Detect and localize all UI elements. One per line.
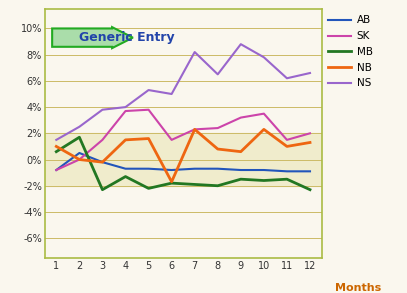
Text: Months: Months [335, 283, 382, 293]
Bar [45, 133, 322, 186]
MB [146, 187, 151, 190]
NS [123, 105, 128, 109]
SK [123, 109, 128, 113]
MB [54, 150, 59, 154]
Line: SK: SK [56, 110, 310, 170]
NB [100, 160, 105, 164]
AB [284, 170, 289, 173]
NB [54, 145, 59, 148]
AB [77, 151, 82, 155]
NS [308, 71, 313, 75]
Line: MB: MB [56, 137, 310, 190]
MB [215, 184, 220, 188]
NB [239, 150, 243, 154]
SK [192, 128, 197, 131]
SK [284, 138, 289, 142]
AB [261, 168, 266, 172]
SK [215, 126, 220, 130]
MB [284, 178, 289, 181]
NS [284, 76, 289, 80]
SK [239, 116, 243, 119]
MB [123, 175, 128, 178]
AB [54, 168, 59, 172]
Line: NB: NB [56, 130, 310, 182]
MB [77, 135, 82, 139]
SK [100, 138, 105, 142]
NS [169, 92, 174, 96]
AB [192, 167, 197, 171]
NB [215, 147, 220, 151]
AB [308, 170, 313, 173]
AB [239, 168, 243, 172]
MB [100, 188, 105, 191]
NS [54, 138, 59, 142]
SK [308, 132, 313, 135]
AB [123, 167, 128, 171]
MB [192, 183, 197, 186]
NS [261, 56, 266, 59]
NB [77, 158, 82, 161]
NB [123, 138, 128, 142]
NS [192, 50, 197, 54]
Line: NS: NS [56, 44, 310, 140]
SK [261, 112, 266, 115]
NB [192, 128, 197, 131]
Text: Generic Entry: Generic Entry [79, 31, 175, 44]
SK [54, 168, 59, 172]
NB [146, 137, 151, 140]
AB [215, 167, 220, 171]
NB [308, 141, 313, 144]
Legend: AB, SK, MB, NB, NS: AB, SK, MB, NB, NS [324, 11, 377, 93]
NS [100, 108, 105, 111]
MB [169, 181, 174, 185]
NB [261, 128, 266, 131]
FancyArrow shape [52, 27, 133, 48]
MB [261, 179, 266, 182]
NS [215, 73, 220, 76]
SK [169, 138, 174, 142]
AB [146, 167, 151, 171]
NB [169, 180, 174, 184]
NB [284, 145, 289, 148]
NS [77, 125, 82, 129]
NS [146, 88, 151, 92]
MB [239, 178, 243, 181]
SK [146, 108, 151, 111]
SK [77, 158, 82, 161]
NS [239, 42, 243, 46]
AB [100, 160, 105, 164]
MB [308, 188, 313, 191]
Line: AB: AB [56, 153, 310, 171]
AB [169, 168, 174, 172]
